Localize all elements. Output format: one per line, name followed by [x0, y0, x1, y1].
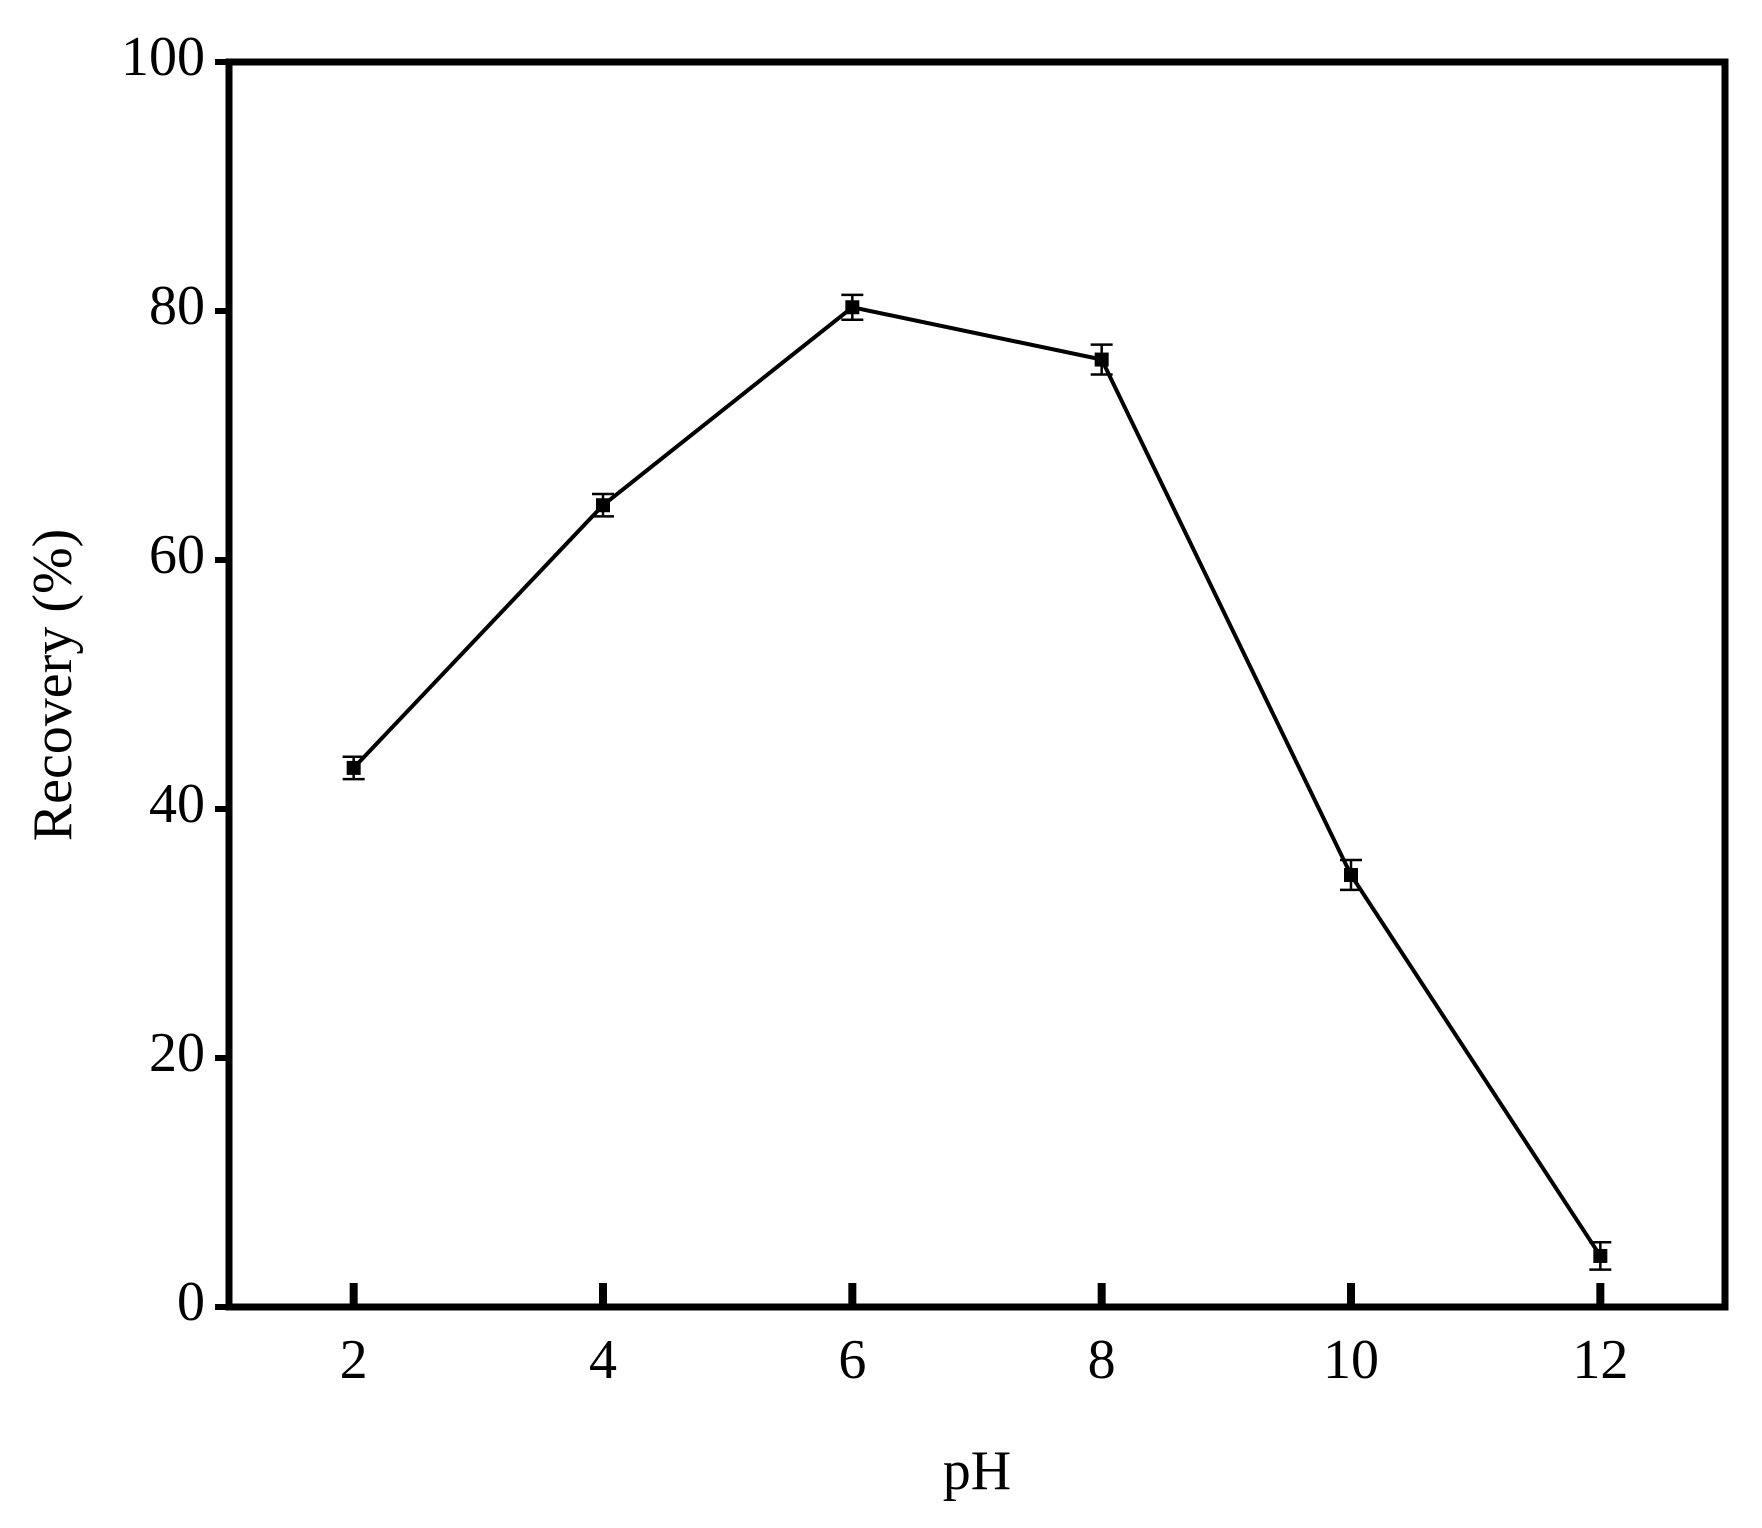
y-tick-label: 20: [149, 1022, 205, 1084]
x-tick-label: 8: [1088, 1329, 1116, 1391]
x-tick-label: 6: [838, 1329, 866, 1391]
y-tick-label: 0: [177, 1271, 205, 1333]
x-axis-label: pH: [943, 1440, 1011, 1502]
x-tick-label: 10: [1323, 1329, 1379, 1391]
y-tick-label: 80: [149, 275, 205, 337]
marker: [596, 498, 610, 513]
data-line: [352, 305, 1603, 1258]
plot-frame: [225, 58, 1729, 1311]
marker: [1593, 1248, 1608, 1263]
y-tick-label: 40: [149, 773, 205, 835]
marker: [1344, 867, 1358, 882]
y-tick-label: 100: [121, 26, 205, 88]
x-tick-label: 4: [589, 1329, 617, 1391]
marker: [845, 300, 860, 315]
x-tick-label: 12: [1572, 1329, 1628, 1391]
y-tick-label: 60: [149, 524, 205, 586]
marker: [346, 760, 361, 775]
marker: [1094, 352, 1109, 367]
x-tick-label: 2: [340, 1329, 368, 1391]
y-axis-label: Recovery (%): [22, 529, 84, 842]
